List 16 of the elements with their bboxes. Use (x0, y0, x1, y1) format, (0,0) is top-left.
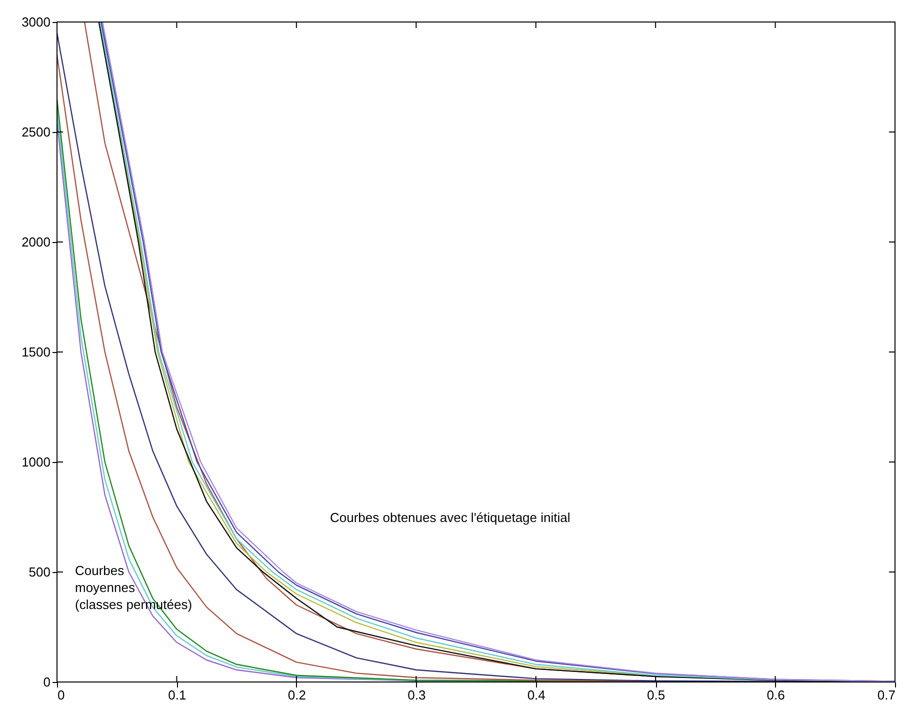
x-tick-label: 0.4 (527, 688, 546, 702)
x-tick-label: 0.6 (766, 688, 785, 702)
x-tick-label: 0.2 (288, 688, 306, 702)
y-tick-label: 500 (28, 564, 50, 580)
y-tick-label: 1500 (22, 344, 50, 360)
y-tick-label: 2500 (22, 124, 50, 140)
y-tick-label: 3000 (22, 14, 50, 30)
annotation: Courbes obtenues avec l'étiquetage initial (330, 510, 570, 525)
y-tick-label: 2000 (22, 234, 50, 250)
y-tick-label: 1000 (22, 454, 50, 470)
x-tick-label: 0.7 (877, 688, 896, 702)
x-tick-label: 0 (58, 688, 65, 702)
x-tick-label: 0.3 (408, 688, 426, 702)
y-tick-label: 0 (43, 674, 50, 690)
x-tick-label: 0.1 (168, 688, 186, 702)
x-tick-label: 0.5 (647, 688, 666, 702)
